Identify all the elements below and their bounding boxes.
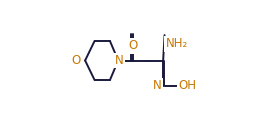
Text: NH₂: NH₂ xyxy=(165,37,188,50)
Text: OH: OH xyxy=(178,79,196,92)
Text: O: O xyxy=(128,39,138,52)
Text: N: N xyxy=(114,54,123,67)
Text: N: N xyxy=(153,79,162,92)
Text: O: O xyxy=(71,54,81,67)
